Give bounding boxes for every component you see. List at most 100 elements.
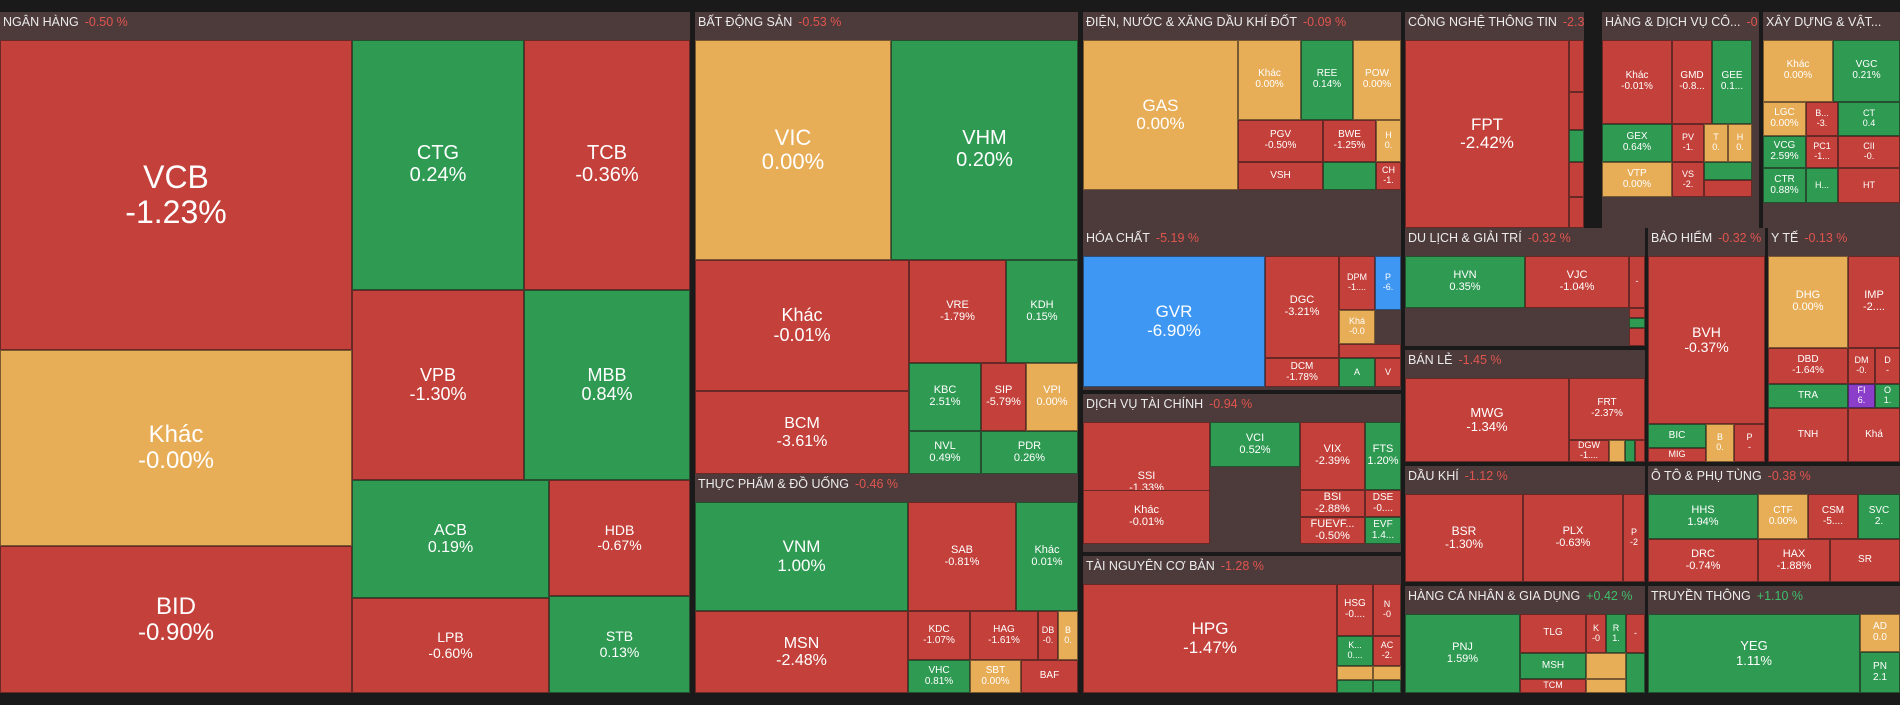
stock-tile-b[interactable]: B... -3. (1806, 102, 1838, 136)
stock-tile-blank[interactable] (1629, 328, 1645, 346)
stock-tile-p[interactable]: P -2 (1623, 494, 1645, 582)
stock-tile-hhs[interactable]: HHS 1.94% (1648, 494, 1758, 539)
stock-tile-o[interactable]: O 1. (1875, 384, 1900, 408)
stock-tile-hdb[interactable]: HDB -0.67% (549, 480, 690, 596)
stock-tile-v[interactable]: V (1375, 358, 1401, 387)
stock-tile-svc[interactable]: SVC 2. (1858, 494, 1900, 539)
stock-tile-msh[interactable]: MSH (1520, 653, 1586, 679)
stock-tile-ctf[interactable]: CTF 0.00% (1758, 494, 1808, 539)
stock-tile-pow[interactable]: POW 0.00% (1353, 40, 1401, 120)
stock-tile-kbc[interactable]: KBC 2.51% (909, 363, 981, 431)
sector-header[interactable]: HÀNG & DỊCH VỤ CÔ... -0 (1605, 15, 1758, 29)
stock-tile-vcg[interactable]: VCG 2.59% (1763, 136, 1806, 168)
stock-tile-tcb[interactable]: TCB -0.36% (524, 40, 690, 290)
stock-tile-vs[interactable]: VS -2. (1672, 162, 1704, 197)
stock-tile-blank[interactable] (1337, 666, 1373, 680)
stock-tile-mig[interactable]: MIG (1648, 448, 1706, 462)
stock-tile-khac[interactable]: Khác -0.01% (1083, 490, 1210, 544)
stock-tile-dcm[interactable]: DCM -1.78% (1265, 358, 1339, 387)
stock-tile-a[interactable]: A (1339, 358, 1375, 387)
stock-tile-blank[interactable] (1635, 440, 1645, 462)
stock-tile-bic[interactable]: BIC (1648, 424, 1706, 448)
stock-tile-blank[interactable] (1586, 653, 1626, 679)
stock-tile-fts[interactable]: FTS 1.20% (1365, 422, 1401, 490)
stock-tile-ree[interactable]: REE 0.14% (1301, 40, 1353, 120)
stock-tile-kha[interactable]: Khá (1848, 408, 1900, 462)
stock-tile-h[interactable]: H 0. (1728, 124, 1752, 162)
stock-tile-gex[interactable]: GEX 0.64% (1602, 124, 1672, 162)
stock-tile-cii[interactable]: CII -0. (1838, 136, 1900, 168)
stock-tile-csm[interactable]: CSM -5.... (1808, 494, 1858, 539)
stock-tile-vnm[interactable]: VNM 1.00% (695, 502, 908, 611)
stock-tile-sbt[interactable]: SBT 0.00% (970, 660, 1021, 693)
stock-tile-ad[interactable]: AD 0.0 (1860, 614, 1900, 652)
stock-tile-plx[interactable]: PLX -0.63% (1523, 494, 1623, 582)
stock-tile-blank[interactable]: - (1629, 256, 1645, 308)
stock-tile-acb[interactable]: ACB 0.19% (352, 480, 549, 598)
stock-tile-b[interactable]: B 0. (1706, 424, 1734, 462)
stock-tile-pdr[interactable]: PDR 0.26% (981, 431, 1078, 474)
stock-tile-lpb[interactable]: LPB -0.60% (352, 598, 549, 693)
stock-tile-k[interactable]: K -0 (1586, 614, 1606, 653)
stock-tile-dpm[interactable]: DPM -1.... (1339, 256, 1375, 310)
stock-tile-hsg[interactable]: HSG -0.... (1337, 584, 1373, 636)
sector-header[interactable]: THỰC PHẨM & ĐỒ UỐNG -0.46 % (698, 477, 898, 491)
stock-tile-vix[interactable]: VIX -2.39% (1300, 422, 1365, 490)
stock-tile-ch[interactable]: CH -1. (1376, 162, 1401, 190)
stock-tile-p[interactable]: P- (1734, 424, 1765, 462)
stock-tile-b[interactable]: B 0. (1058, 611, 1078, 660)
stock-tile-vpb[interactable]: VPB -1.30% (352, 290, 524, 480)
stock-tile-vhc[interactable]: VHC 0.81% (908, 660, 970, 693)
stock-tile-blank[interactable] (1569, 162, 1584, 197)
stock-tile-imp[interactable]: IMP -2.... (1848, 256, 1900, 348)
stock-tile-hvn[interactable]: HVN 0.35% (1405, 256, 1525, 308)
stock-tile-pn[interactable]: PN 2.1 (1860, 652, 1900, 693)
stock-tile-ctr[interactable]: CTR 0.88% (1763, 168, 1806, 203)
sector-header[interactable]: NGÂN HÀNG -0.50 % (3, 15, 128, 29)
stock-tile-vpi[interactable]: VPI 0.00% (1026, 363, 1078, 431)
stock-tile-kdh[interactable]: KDH 0.15% (1006, 260, 1078, 363)
stock-tile-bsi[interactable]: BSI -2.88% (1300, 490, 1365, 517)
sector-header[interactable]: HÓA CHẤT -5.19 % (1086, 231, 1199, 245)
stock-tile-bcm[interactable]: BCM -3.61% (695, 391, 909, 474)
stock-tile-bvh[interactable]: BVH -0.37% (1648, 256, 1765, 424)
stock-tile-hax[interactable]: HAX -1.88% (1758, 539, 1830, 582)
stock-tile-vcb[interactable]: VCB -1.23% (0, 40, 352, 350)
stock-tile-blank[interactable] (1625, 440, 1635, 462)
stock-tile-gee[interactable]: GEE 0.1... (1712, 40, 1752, 124)
stock-tile-blank[interactable] (1339, 344, 1401, 358)
stock-tile-ht[interactable]: HT (1838, 168, 1900, 203)
stock-tile-tlg[interactable]: TLG (1520, 614, 1586, 653)
stock-tile-dm[interactable]: DM -0. (1848, 348, 1875, 384)
stock-tile-bsr[interactable]: BSR -1.30% (1405, 494, 1523, 582)
stock-tile-khac[interactable]: Khác -0.01% (695, 260, 909, 391)
stock-tile-msn[interactable]: MSN -2.48% (695, 611, 908, 693)
stock-tile-r[interactable]: R 1. (1606, 614, 1626, 653)
stock-tile-blank[interactable] (1569, 92, 1584, 130)
stock-tile-tra[interactable]: TRA (1768, 384, 1848, 408)
stock-tile-khac[interactable]: Khác -0.00% (0, 350, 352, 546)
stock-tile-blank[interactable] (1337, 680, 1373, 693)
stock-tile-tcm[interactable]: TCM (1520, 679, 1586, 693)
stock-tile-db[interactable]: DB -0. (1038, 611, 1058, 660)
stock-tile-ac[interactable]: AC -2. (1373, 636, 1401, 666)
stock-tile-khac[interactable]: Khác 0.00% (1763, 40, 1833, 102)
stock-tile-hag[interactable]: HAG -1.61% (970, 611, 1038, 660)
stock-tile-blank[interactable] (1629, 318, 1645, 328)
stock-tile-evf[interactable]: EVF 1.4... (1365, 517, 1401, 544)
stock-tile-mbb[interactable]: MBB 0.84% (524, 290, 690, 480)
stock-tile-dgc[interactable]: DGC -3.21% (1265, 256, 1339, 358)
stock-tile-vhm[interactable]: VHM 0.20% (891, 40, 1078, 260)
stock-tile-n[interactable]: N -0 (1373, 584, 1401, 636)
stock-tile-dgw[interactable]: DGW -1.... (1569, 440, 1609, 462)
stock-tile-kha[interactable]: Khá -0.0 (1339, 310, 1375, 344)
stock-tile-lgc[interactable]: LGC 0.00% (1763, 102, 1806, 136)
stock-tile-vtp[interactable]: VTP 0.00% (1602, 162, 1672, 197)
stock-tile-blank[interactable] (1373, 666, 1401, 680)
stock-tile-gmd[interactable]: GMD -0.8... (1672, 40, 1712, 124)
sector-header[interactable]: BÁN LẺ -1.45 % (1408, 353, 1502, 367)
stock-tile-blank[interactable] (1373, 680, 1401, 693)
stock-tile-d[interactable]: D- (1875, 348, 1900, 384)
stock-tile-drc[interactable]: DRC -0.74% (1648, 539, 1758, 582)
stock-tile-blank[interactable]: - (1626, 614, 1645, 653)
